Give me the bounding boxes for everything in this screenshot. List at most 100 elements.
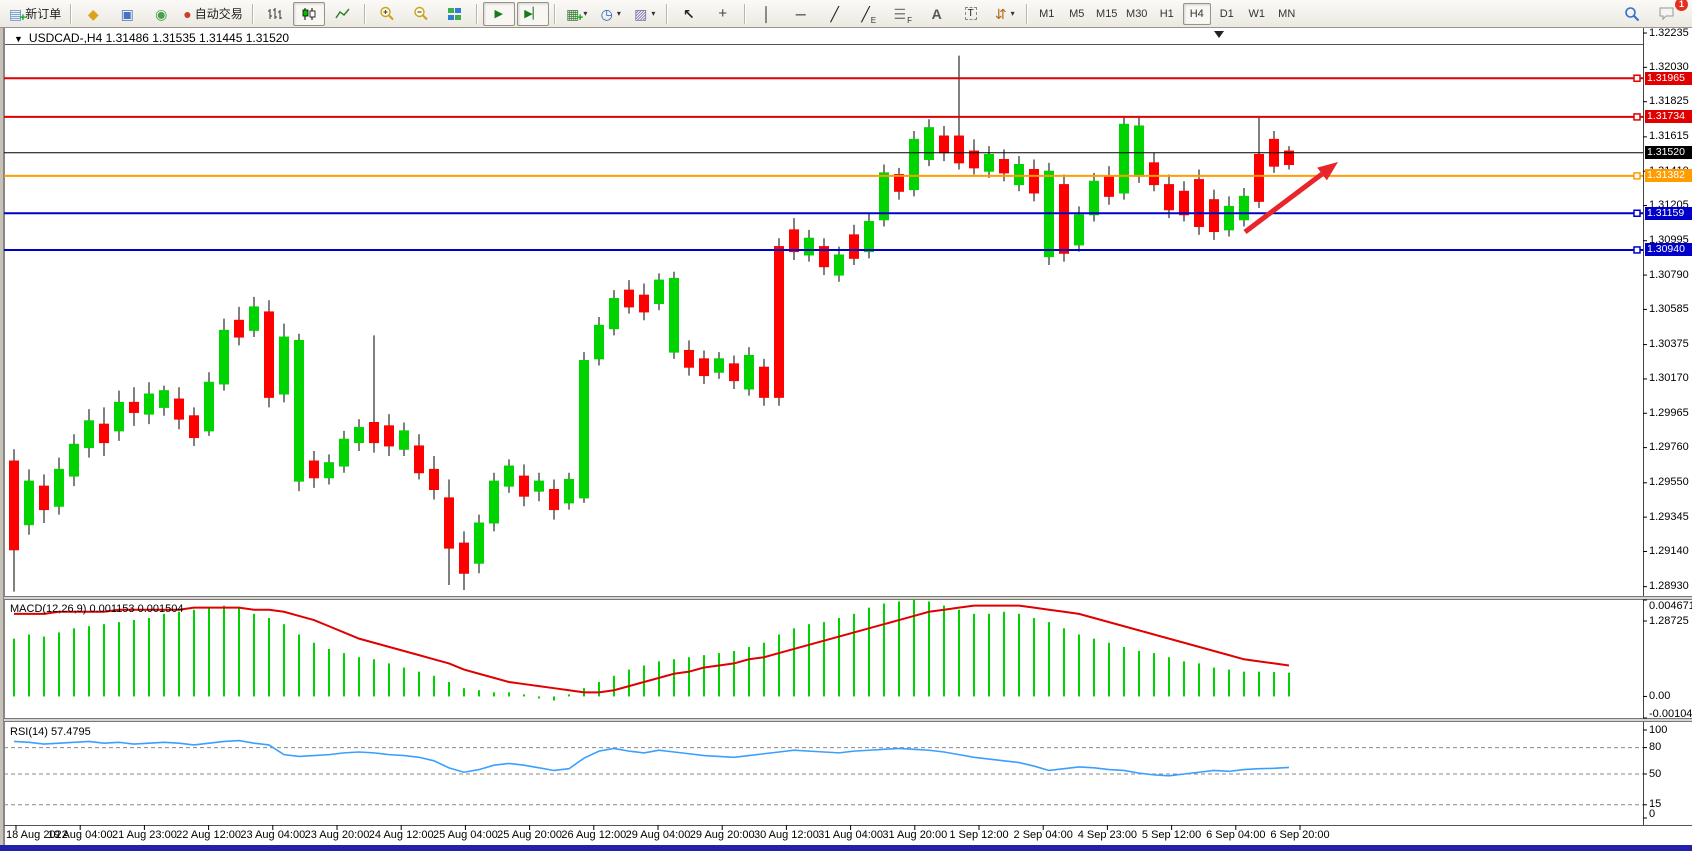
new-order-button[interactable]: ▤ + 新订单 xyxy=(5,2,65,26)
chart-canvas[interactable] xyxy=(4,28,1692,845)
candle xyxy=(969,150,979,169)
line-chart-icon xyxy=(335,8,350,18)
candle xyxy=(339,438,349,467)
dropdown-caret-icon: ▾ xyxy=(616,9,621,18)
candle xyxy=(1134,125,1144,177)
chart-shift-button[interactable]: ▶▏ xyxy=(516,1,549,26)
candle xyxy=(789,229,799,253)
horizontal-line-button[interactable]: ─ xyxy=(785,2,817,26)
timeframe-button-h1[interactable]: H1 xyxy=(1159,7,1174,20)
candle xyxy=(1179,190,1189,216)
vertical-line-icon: │ xyxy=(762,5,772,22)
text-button[interactable]: A xyxy=(921,2,953,26)
candle xyxy=(234,319,244,338)
candle xyxy=(984,153,994,172)
candle xyxy=(249,306,259,331)
tile-windows-icon xyxy=(448,7,462,20)
indicators-button[interactable]: ▦ + ▾ xyxy=(561,2,593,26)
line-anchor xyxy=(1633,246,1641,254)
auto-scroll-button[interactable]: ▶ xyxy=(482,1,515,26)
templates-icon: ▨ xyxy=(634,5,648,22)
candle xyxy=(369,421,379,444)
candle xyxy=(534,480,544,492)
timeframe-button-mn[interactable]: MN xyxy=(1278,7,1296,20)
autotrading-label: 自动交易 xyxy=(194,7,243,21)
candle xyxy=(1029,169,1039,194)
autotrading-button[interactable]: ● 自动交易 xyxy=(179,2,246,26)
candle xyxy=(159,390,169,408)
zoom-in-button[interactable] xyxy=(371,2,403,26)
text-icon: A xyxy=(931,5,942,22)
candle xyxy=(864,220,874,253)
candle xyxy=(324,462,334,479)
market-watch-button[interactable]: ▣ xyxy=(111,2,143,26)
candle xyxy=(1059,184,1069,254)
channel-icon: ╱ xyxy=(861,5,870,22)
line-anchor xyxy=(1633,113,1641,121)
candle xyxy=(354,427,364,444)
channel-button[interactable]: ╱ E xyxy=(853,2,885,26)
dropdown-caret-icon: ▾ xyxy=(1010,9,1015,18)
signals-button[interactable]: ◉ xyxy=(145,2,177,26)
timeframe-button-m30[interactable]: M30 xyxy=(1126,7,1148,20)
candle xyxy=(744,354,754,390)
candle xyxy=(594,324,604,360)
candle xyxy=(1014,164,1024,186)
fibonacci-icon: ☰ xyxy=(893,5,907,22)
candle xyxy=(24,480,34,526)
line-anchor xyxy=(1633,209,1641,218)
zoom-in-icon xyxy=(380,6,394,21)
trend-arrow-head[interactable] xyxy=(1317,162,1338,181)
horizontal-line-icon: ─ xyxy=(795,5,806,22)
tile-windows-button[interactable] xyxy=(439,2,471,26)
candle xyxy=(399,430,409,450)
candle xyxy=(99,423,109,444)
candle xyxy=(699,358,709,377)
timeframe-button-m5[interactable]: M5 xyxy=(1069,7,1085,20)
vertical-line-button[interactable]: │ xyxy=(751,2,783,26)
trend-arrow[interactable] xyxy=(1243,172,1324,234)
timeframe-button-d1[interactable]: D1 xyxy=(1219,7,1234,20)
cursor-button[interactable]: ↖ xyxy=(673,2,705,26)
separator xyxy=(553,3,556,24)
timeframe-button-m15[interactable]: M15 xyxy=(1096,7,1118,20)
search-button[interactable] xyxy=(1616,2,1648,26)
timeframe-button-h4[interactable]: H4 xyxy=(1182,2,1211,25)
candle xyxy=(549,488,559,511)
profiles-icon: ◆ xyxy=(87,5,99,22)
candle xyxy=(894,174,904,192)
periods-button[interactable]: ◷ ▾ xyxy=(595,2,627,26)
clock-icon: ◷ xyxy=(600,5,613,22)
arrows-icon: ⇵ xyxy=(994,5,1007,22)
line-chart-button[interactable] xyxy=(327,2,359,26)
trendline-button[interactable]: ╱ xyxy=(819,2,851,26)
fibonacci-letter: F xyxy=(907,15,912,25)
cursor-icon: ↖ xyxy=(682,5,695,22)
candle xyxy=(1224,205,1234,231)
candlestick-chart-button[interactable] xyxy=(292,1,325,26)
crosshair-button[interactable]: + xyxy=(707,2,739,26)
fibonacci-button[interactable]: ☰ F xyxy=(887,2,919,26)
candle xyxy=(999,158,1009,174)
templates-button[interactable]: ▨ ▾ xyxy=(629,2,661,26)
chart-window[interactable]: ▼ USDCAD-,H4 1.31486 1.31535 1.31445 1.31… xyxy=(0,27,1692,845)
new-order-label: 新订单 xyxy=(25,7,62,21)
window-left-border xyxy=(0,28,4,845)
profiles-button[interactable]: ◆ xyxy=(77,2,109,26)
zoom-out-button[interactable] xyxy=(405,2,437,26)
notifications-button[interactable]: 1 xyxy=(1650,0,1688,26)
bar-chart-button[interactable] xyxy=(259,2,291,26)
timeframe-button-w1[interactable]: W1 xyxy=(1248,7,1265,20)
candle xyxy=(1149,162,1159,186)
text-label-button[interactable]: T xyxy=(955,2,987,26)
signals-icon: ◉ xyxy=(155,5,168,22)
candle xyxy=(1209,199,1219,233)
candle xyxy=(204,381,214,432)
candle xyxy=(639,294,649,313)
candle xyxy=(429,468,439,490)
timeframe-button-m1[interactable]: M1 xyxy=(1039,7,1055,20)
arrows-button[interactable]: ⇵ ▾ xyxy=(989,2,1021,26)
candle xyxy=(504,465,514,487)
candle xyxy=(624,289,634,308)
